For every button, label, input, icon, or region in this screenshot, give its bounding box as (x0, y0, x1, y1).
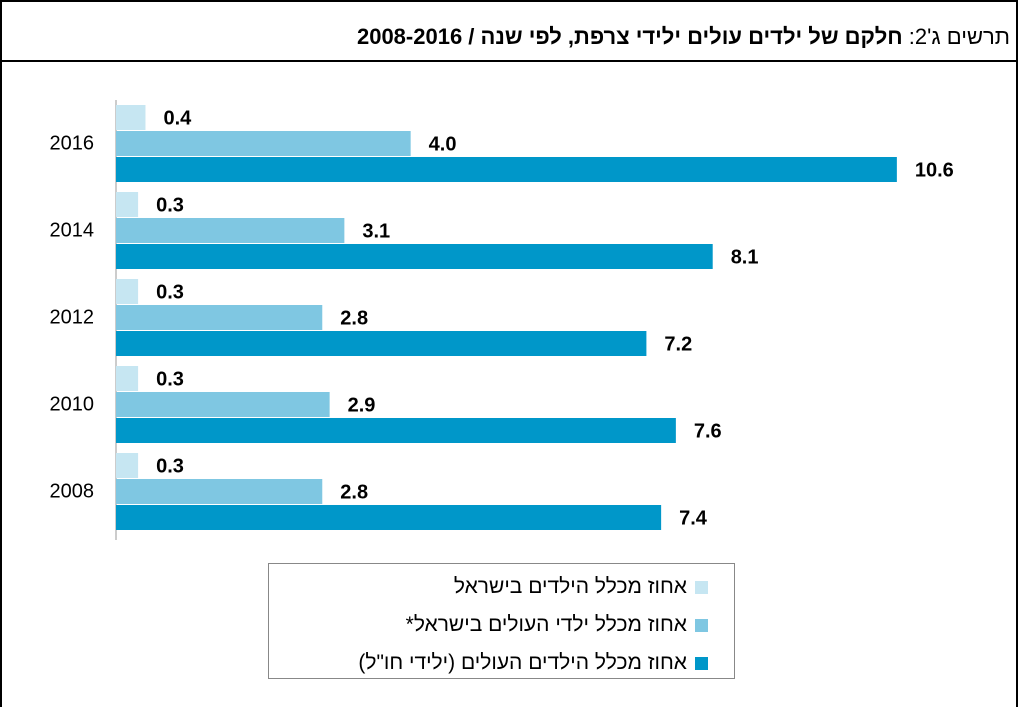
data-label: 2.9 (348, 394, 376, 416)
data-label: 0.3 (156, 368, 184, 390)
data-label: 10.6 (915, 159, 954, 181)
y-tick-label: 2010 (50, 393, 95, 415)
data-label: 7.6 (694, 420, 722, 442)
legend-swatch (695, 656, 708, 670)
data-label: 8.1 (731, 246, 759, 268)
bar (116, 192, 139, 217)
data-label: 7.4 (679, 507, 708, 529)
y-tick-label: 2008 (50, 480, 95, 502)
y-tick-label: 2014 (50, 219, 95, 241)
legend: אחוז מכלל הילדים בישראל אחוז מכלל ילדי הע… (268, 563, 735, 679)
data-label: 0.3 (156, 455, 184, 477)
legend-swatch (695, 618, 708, 632)
legend-item: אחוז מכלל הילדים העולים (ילידי חו"ל) (269, 644, 708, 682)
bar (116, 331, 647, 356)
y-tick-label: 2012 (50, 306, 95, 328)
legend-label: אחוז מכלל הילדים העולים (ילידי חו"ל) (358, 651, 687, 674)
data-label: 2.8 (340, 481, 368, 503)
data-label: 4.0 (429, 133, 457, 155)
title-label: תרשים ג'2: (908, 24, 1010, 49)
legend-label: אחוז מכלל ילדי העולים בישראל* (405, 613, 687, 636)
bar (116, 479, 323, 504)
bar (116, 218, 345, 243)
legend-label: אחוז מכלל הילדים בישראל (453, 575, 687, 598)
data-label: 2.8 (340, 307, 368, 329)
bar (116, 305, 323, 330)
bar (116, 244, 713, 269)
bar (116, 105, 146, 130)
bar (116, 131, 411, 156)
y-tick-label: 2016 (50, 132, 95, 154)
legend-swatch (695, 580, 708, 594)
bar (116, 453, 139, 478)
data-label: 3.1 (362, 220, 390, 242)
bar (116, 157, 897, 182)
bar (116, 366, 139, 391)
legend-item: אחוז מכלל ילדי העולים בישראל* (269, 606, 708, 644)
data-label: 0.3 (156, 281, 184, 303)
legend-item: אחוז מכלל הילדים בישראל (269, 568, 708, 606)
data-label: 0.3 (156, 194, 184, 216)
data-label: 0.4 (163, 107, 192, 129)
bar (116, 418, 676, 443)
bar (116, 279, 139, 304)
title-text: חלקם של ילדים עולים ילידי צרפת, לפי שנה … (356, 24, 903, 49)
chart-title: תרשים ג'2: חלקם של ילדים עולים ילידי צרפ… (357, 24, 1010, 50)
data-label: 7.2 (664, 333, 692, 355)
bar (116, 505, 662, 530)
bar (116, 392, 330, 417)
